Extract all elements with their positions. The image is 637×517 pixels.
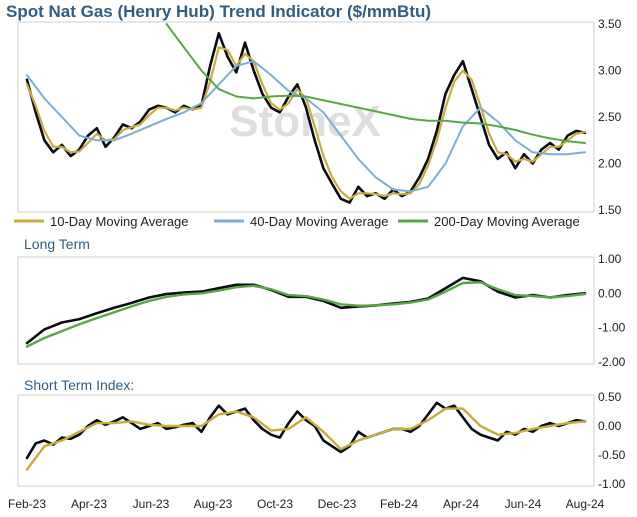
y-tick-label: 0.00 <box>598 286 622 300</box>
y-tick-label: 1.00 <box>598 252 622 266</box>
legend-item-200-day-moving-average: 200-Day Moving Average <box>398 214 580 229</box>
x-tick-label: Feb-24 <box>380 497 418 511</box>
legend-label: 10-Day Moving Average <box>50 214 189 229</box>
y-tick-label: -0.50 <box>598 448 626 462</box>
series-line-short-term-fast <box>25 401 587 460</box>
series-line-long-term-slow <box>25 281 587 348</box>
chart-title: Spot Nat Gas (Henry Hub) Trend Indicator… <box>6 2 432 21</box>
series-line-spot-price <box>25 31 587 204</box>
legend-item-40-day-moving-average: 40-Day Moving Average <box>214 214 389 229</box>
legend-label: 40-Day Moving Average <box>250 214 389 229</box>
series-line-long-term-fast <box>25 276 587 345</box>
x-tick-label: Aug-23 <box>194 497 233 511</box>
y-tick-label: -1.00 <box>598 477 626 491</box>
x-tick-label: Apr-23 <box>71 497 107 511</box>
y-tick-label: 2.00 <box>598 157 622 171</box>
legend-item-10-day-moving-average: 10-Day Moving Average <box>14 214 189 229</box>
x-tick-label: Jun-23 <box>133 497 170 511</box>
panel-frame-2 <box>17 394 595 487</box>
x-tick-label: Aug-24 <box>566 497 605 511</box>
panel-frame-1 <box>17 256 595 365</box>
y-tick-label: 0.00 <box>598 419 622 433</box>
x-tick-label: Dec-23 <box>318 497 357 511</box>
x-tick-label: Feb-23 <box>8 497 46 511</box>
series-line-40-day-moving-average <box>26 60 586 193</box>
short-term-panel-title: Short Term Index: <box>24 377 135 393</box>
long-term-panel-title: Long Term <box>24 236 90 252</box>
y-tick-label: 3.00 <box>598 64 622 78</box>
y-tick-label: 3.50 <box>598 17 622 31</box>
series-line-200-day-moving-average <box>165 23 586 144</box>
y-tick-label: -1.00 <box>598 321 626 335</box>
y-tick-label: 0.50 <box>598 390 622 404</box>
y-tick-label: 2.50 <box>598 110 622 124</box>
y-tick-label: 1.50 <box>598 203 622 217</box>
panel-frame-0 <box>17 21 595 213</box>
x-tick-label: Oct-23 <box>257 497 293 511</box>
x-tick-label: Apr-24 <box>443 497 479 511</box>
legend-label: 200-Day Moving Average <box>434 214 580 229</box>
y-tick-label: -2.00 <box>598 355 626 369</box>
series-line-short-term-slow <box>25 407 587 471</box>
x-tick-label: Jun-24 <box>505 497 542 511</box>
